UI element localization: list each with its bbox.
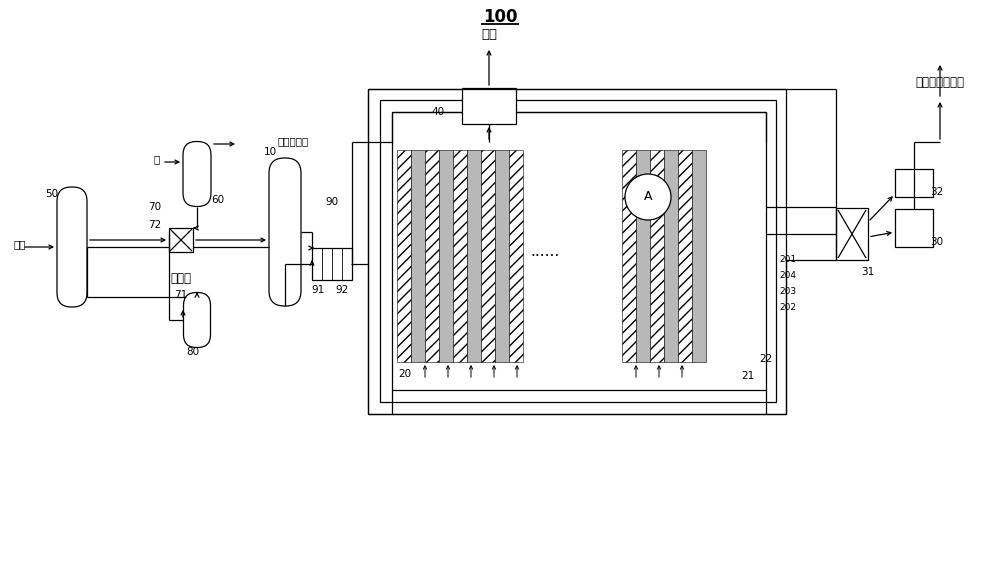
Bar — [453, 150, 467, 362]
Text: 二氧化碗，氧气: 二氧化碗，氧气 — [916, 75, 964, 88]
Bar — [636, 150, 650, 362]
Bar — [312, 248, 352, 280]
Bar — [425, 150, 439, 362]
Text: 60: 60 — [211, 195, 225, 205]
FancyBboxPatch shape — [269, 158, 301, 306]
Bar — [439, 150, 453, 362]
Text: 21: 21 — [741, 371, 755, 381]
Bar — [622, 150, 636, 362]
Circle shape — [625, 174, 671, 220]
Bar — [380, 100, 776, 402]
Text: ......: ...... — [530, 244, 560, 260]
Bar — [678, 150, 692, 362]
Text: 32: 32 — [930, 187, 944, 197]
Text: 利用物: 利用物 — [170, 273, 192, 285]
Bar — [169, 228, 193, 252]
Text: 氢气: 氢气 — [481, 28, 497, 40]
Text: 91: 91 — [311, 285, 325, 295]
Text: 100: 100 — [483, 8, 517, 26]
Text: 20: 20 — [398, 369, 412, 379]
Bar — [462, 88, 516, 124]
Text: 40: 40 — [431, 107, 445, 117]
Text: 30: 30 — [930, 237, 944, 247]
Text: 烟气: 烟气 — [14, 239, 26, 249]
Bar — [895, 169, 933, 197]
FancyBboxPatch shape — [184, 292, 210, 347]
Text: 204: 204 — [780, 271, 796, 280]
Text: 50: 50 — [45, 189, 59, 199]
Text: 22: 22 — [759, 354, 773, 364]
Bar — [895, 209, 933, 247]
Text: 31: 31 — [861, 267, 875, 277]
Bar — [368, 89, 786, 414]
FancyBboxPatch shape — [183, 142, 211, 206]
Text: 10: 10 — [263, 147, 277, 157]
Text: 71: 71 — [174, 290, 188, 300]
Text: 待排放气体: 待排放气体 — [278, 136, 309, 146]
Bar — [392, 112, 766, 390]
Bar — [509, 150, 523, 362]
Text: 203: 203 — [779, 288, 797, 297]
Bar — [481, 150, 495, 362]
Bar — [664, 150, 678, 362]
Text: 90: 90 — [325, 197, 339, 207]
Text: 72: 72 — [148, 220, 162, 230]
Text: 70: 70 — [148, 202, 162, 212]
Text: A: A — [644, 191, 652, 203]
Text: 201: 201 — [779, 255, 797, 264]
Text: 80: 80 — [186, 347, 200, 357]
Bar — [397, 150, 411, 362]
Text: 92: 92 — [335, 285, 349, 295]
Text: 202: 202 — [780, 302, 796, 311]
FancyBboxPatch shape — [57, 187, 87, 307]
Bar — [650, 150, 664, 362]
Text: 水: 水 — [153, 154, 159, 164]
Bar — [495, 150, 509, 362]
Bar — [692, 150, 706, 362]
Bar — [467, 150, 481, 362]
Bar — [836, 208, 868, 260]
Bar — [411, 150, 425, 362]
